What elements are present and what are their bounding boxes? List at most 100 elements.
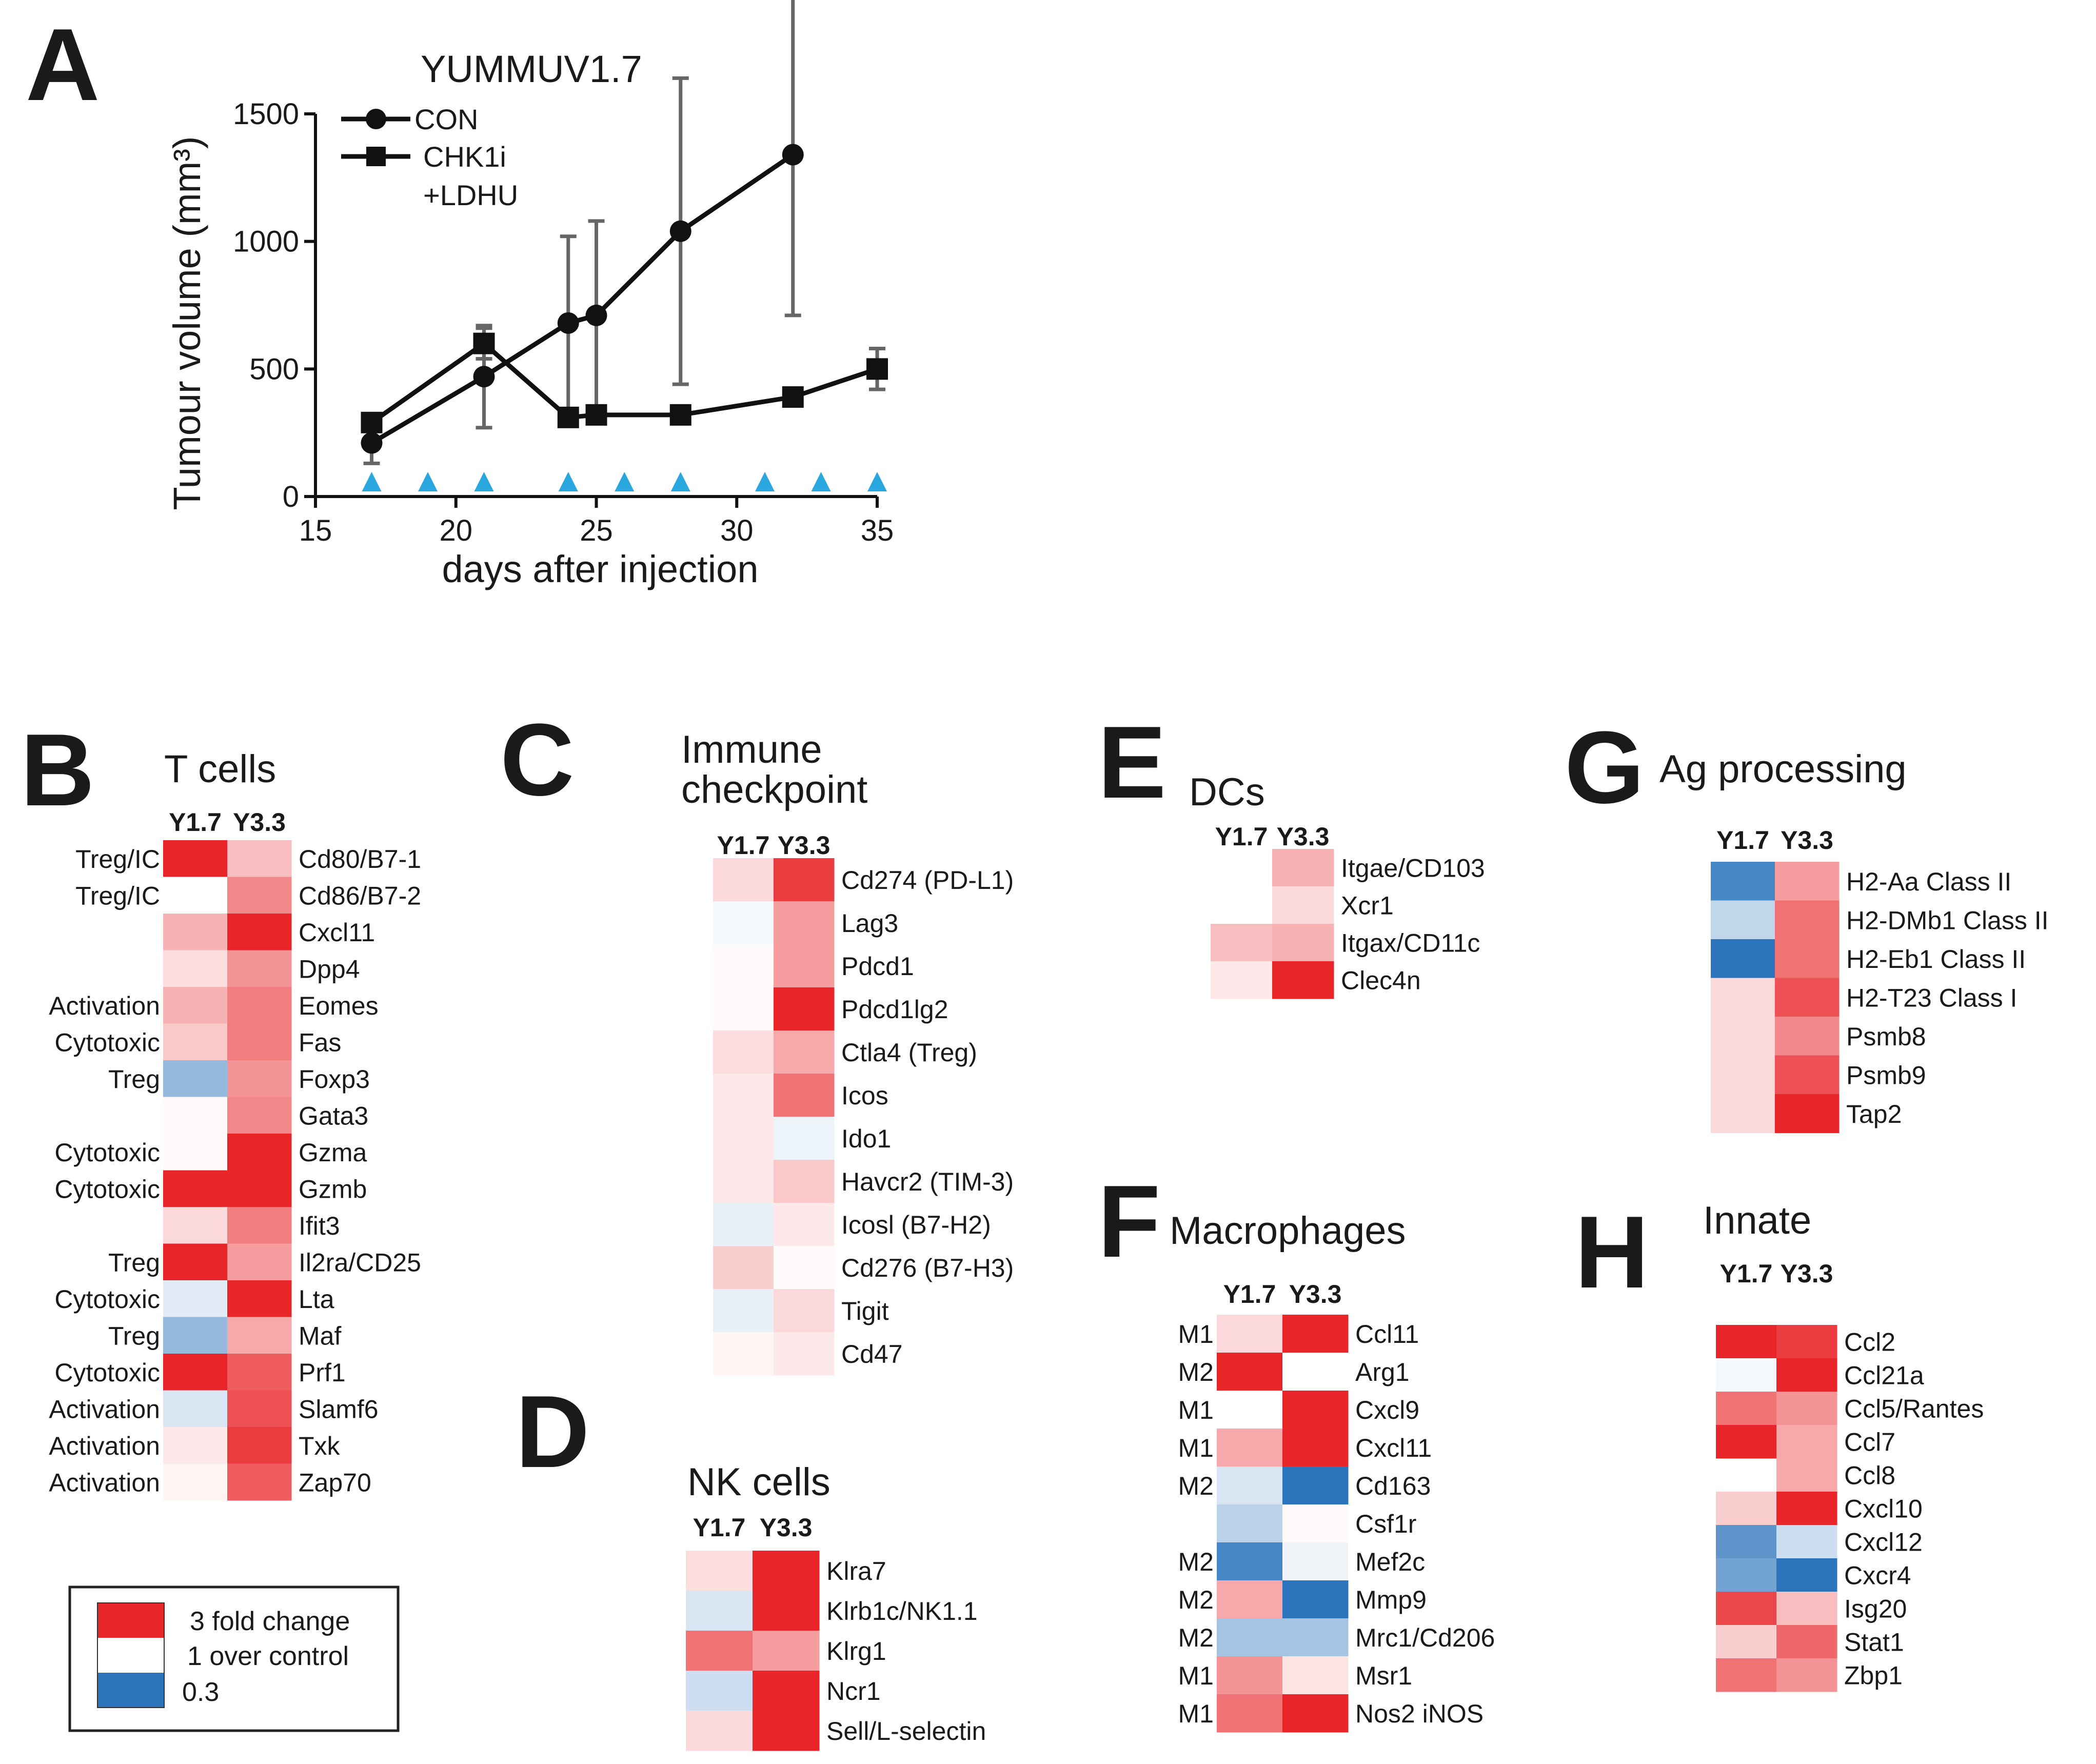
heatmap-cell bbox=[1272, 924, 1334, 962]
heatmap-cell bbox=[1282, 1618, 1349, 1657]
y-tick-label: 1000 bbox=[233, 225, 299, 259]
heatmap-cell bbox=[1775, 939, 1840, 978]
series-line bbox=[370, 340, 878, 425]
heatmap-cell bbox=[163, 1060, 228, 1097]
heatmap-cell bbox=[774, 1203, 835, 1246]
gene-label: Cd274 (PD-L1) bbox=[841, 866, 1014, 895]
column-header: Y1.7 bbox=[1223, 1280, 1276, 1309]
heatmap-cell bbox=[713, 1030, 774, 1074]
heatmap-cell bbox=[227, 1354, 292, 1391]
heatmap-cell bbox=[163, 1023, 228, 1061]
chart-axes: 0 500 1000 1500 15 20 25 30 35 bbox=[233, 97, 894, 547]
heatmap-cell bbox=[686, 1591, 753, 1631]
gene-label: Maf bbox=[299, 1321, 341, 1350]
heatmap-cell bbox=[227, 1207, 292, 1244]
gene-label: Csf1r bbox=[1355, 1510, 1416, 1538]
heatmap-cell bbox=[713, 1117, 774, 1160]
gene-label: Eomes bbox=[299, 992, 379, 1020]
heatmap-cell bbox=[1776, 1525, 1837, 1559]
gene-label: Gzmb bbox=[299, 1175, 367, 1203]
heatmap-cell bbox=[227, 1390, 292, 1428]
panel-title: NK cells bbox=[687, 1460, 831, 1504]
gene-label: H2-Aa Class II bbox=[1846, 867, 2011, 896]
heatmap-cell bbox=[1716, 1425, 1777, 1459]
y-tick-label: 500 bbox=[249, 352, 299, 386]
gene-label: Fas bbox=[299, 1028, 341, 1057]
gene-label: Clec4n bbox=[1341, 966, 1421, 995]
heatmap-cell bbox=[1282, 1315, 1349, 1353]
dose-triangle bbox=[755, 472, 775, 491]
gene-label: Ccl11 bbox=[1355, 1320, 1419, 1349]
gene-label: Ido1 bbox=[841, 1124, 891, 1153]
data-point bbox=[782, 386, 804, 408]
gene-label: Gzma bbox=[299, 1138, 367, 1167]
chart-title: YUMMUV1.7 bbox=[421, 48, 642, 90]
category-label: Cytotoxic bbox=[54, 1285, 160, 1314]
heatmap-cell bbox=[1217, 1504, 1283, 1543]
heatmap-cell bbox=[774, 1246, 835, 1290]
gene-label: Cd86/B7-2 bbox=[299, 881, 421, 910]
heatmap-cell bbox=[163, 1463, 228, 1501]
gene-label: Arg1 bbox=[1355, 1358, 1410, 1386]
gene-label: Ncr1 bbox=[826, 1677, 881, 1706]
heatmap-cell bbox=[1217, 1656, 1283, 1695]
panel-title: Macrophages bbox=[1170, 1209, 1406, 1253]
category-label: Cytotoxic bbox=[54, 1028, 160, 1057]
heatmap-cell bbox=[227, 840, 292, 877]
heatmap-cell bbox=[1282, 1429, 1349, 1467]
heatmap-cell bbox=[1217, 1580, 1283, 1619]
heatmap-cell bbox=[163, 1390, 228, 1428]
category-label: M1 bbox=[1178, 1699, 1214, 1728]
column-header: Y3.3 bbox=[1289, 1280, 1342, 1309]
heatmap-cell bbox=[163, 1317, 228, 1354]
heatmap-cell bbox=[1711, 978, 1775, 1017]
heatmap-cell bbox=[1217, 1391, 1283, 1429]
gene-label: Cd276 (B7-H3) bbox=[841, 1254, 1014, 1282]
heatmap-cell bbox=[163, 987, 228, 1024]
panel-title: Ag processing bbox=[1659, 747, 1907, 791]
heatmap-cell bbox=[227, 1463, 292, 1501]
gene-label: Havcr2 (TIM-3) bbox=[841, 1167, 1014, 1196]
column-header: Y3.3 bbox=[760, 1513, 813, 1542]
x-tick-label: 30 bbox=[720, 514, 754, 547]
heatmap-cell bbox=[713, 1074, 774, 1117]
heatmap-cell bbox=[227, 1317, 292, 1354]
gene-label: Ccl2 bbox=[1844, 1328, 1895, 1357]
heatmap-cell bbox=[1282, 1353, 1349, 1391]
panel-b-t-cells: B T cells Y1.7 Y3.3 Cd80/B7-1 Treg/IC Cd86/B7-… bbox=[21, 713, 421, 1501]
gene-label: Cd163 bbox=[1355, 1472, 1431, 1500]
panel-a-letter: A bbox=[26, 8, 100, 122]
x-tick-label: 20 bbox=[439, 514, 472, 547]
category-label: M1 bbox=[1178, 1320, 1214, 1349]
panel-letter: H bbox=[1575, 1195, 1649, 1310]
column-header: Y1.7 bbox=[169, 808, 222, 837]
heatmap-cell bbox=[774, 1030, 835, 1074]
heatmap-cell bbox=[1776, 1558, 1837, 1592]
legend-swatch-high bbox=[97, 1603, 164, 1638]
legend-swatch-low bbox=[97, 1673, 164, 1708]
heatmap-cell bbox=[163, 950, 228, 987]
gene-label: Ifit3 bbox=[299, 1212, 340, 1240]
heatmap-cell bbox=[1716, 1358, 1777, 1392]
heatmap-cell bbox=[774, 858, 835, 902]
heatmap-cell bbox=[774, 901, 835, 945]
gene-label: Foxp3 bbox=[299, 1065, 370, 1094]
heatmap-cell bbox=[774, 1117, 835, 1160]
panel-title: T cells bbox=[164, 747, 276, 791]
column-header: Y3.3 bbox=[1781, 826, 1833, 855]
data-point bbox=[557, 406, 579, 428]
heatmap-cell bbox=[713, 944, 774, 988]
column-header: Y3.3 bbox=[1277, 822, 1330, 851]
column-header: Y1.7 bbox=[717, 831, 770, 860]
heatmap-cell bbox=[227, 1023, 292, 1061]
x-tick-label: 15 bbox=[299, 514, 332, 547]
heatmap-cell bbox=[1776, 1392, 1837, 1425]
gene-label: Gata3 bbox=[299, 1101, 368, 1130]
panel-title: Innate bbox=[1703, 1199, 1811, 1242]
heatmap-cell bbox=[1711, 862, 1775, 901]
heatmap-cell bbox=[1282, 1580, 1349, 1619]
heatmap-cell bbox=[1711, 1055, 1775, 1095]
heatmap-cell bbox=[774, 1332, 835, 1376]
category-label: M1 bbox=[1178, 1396, 1214, 1424]
heatmap-cell bbox=[1776, 1425, 1837, 1459]
